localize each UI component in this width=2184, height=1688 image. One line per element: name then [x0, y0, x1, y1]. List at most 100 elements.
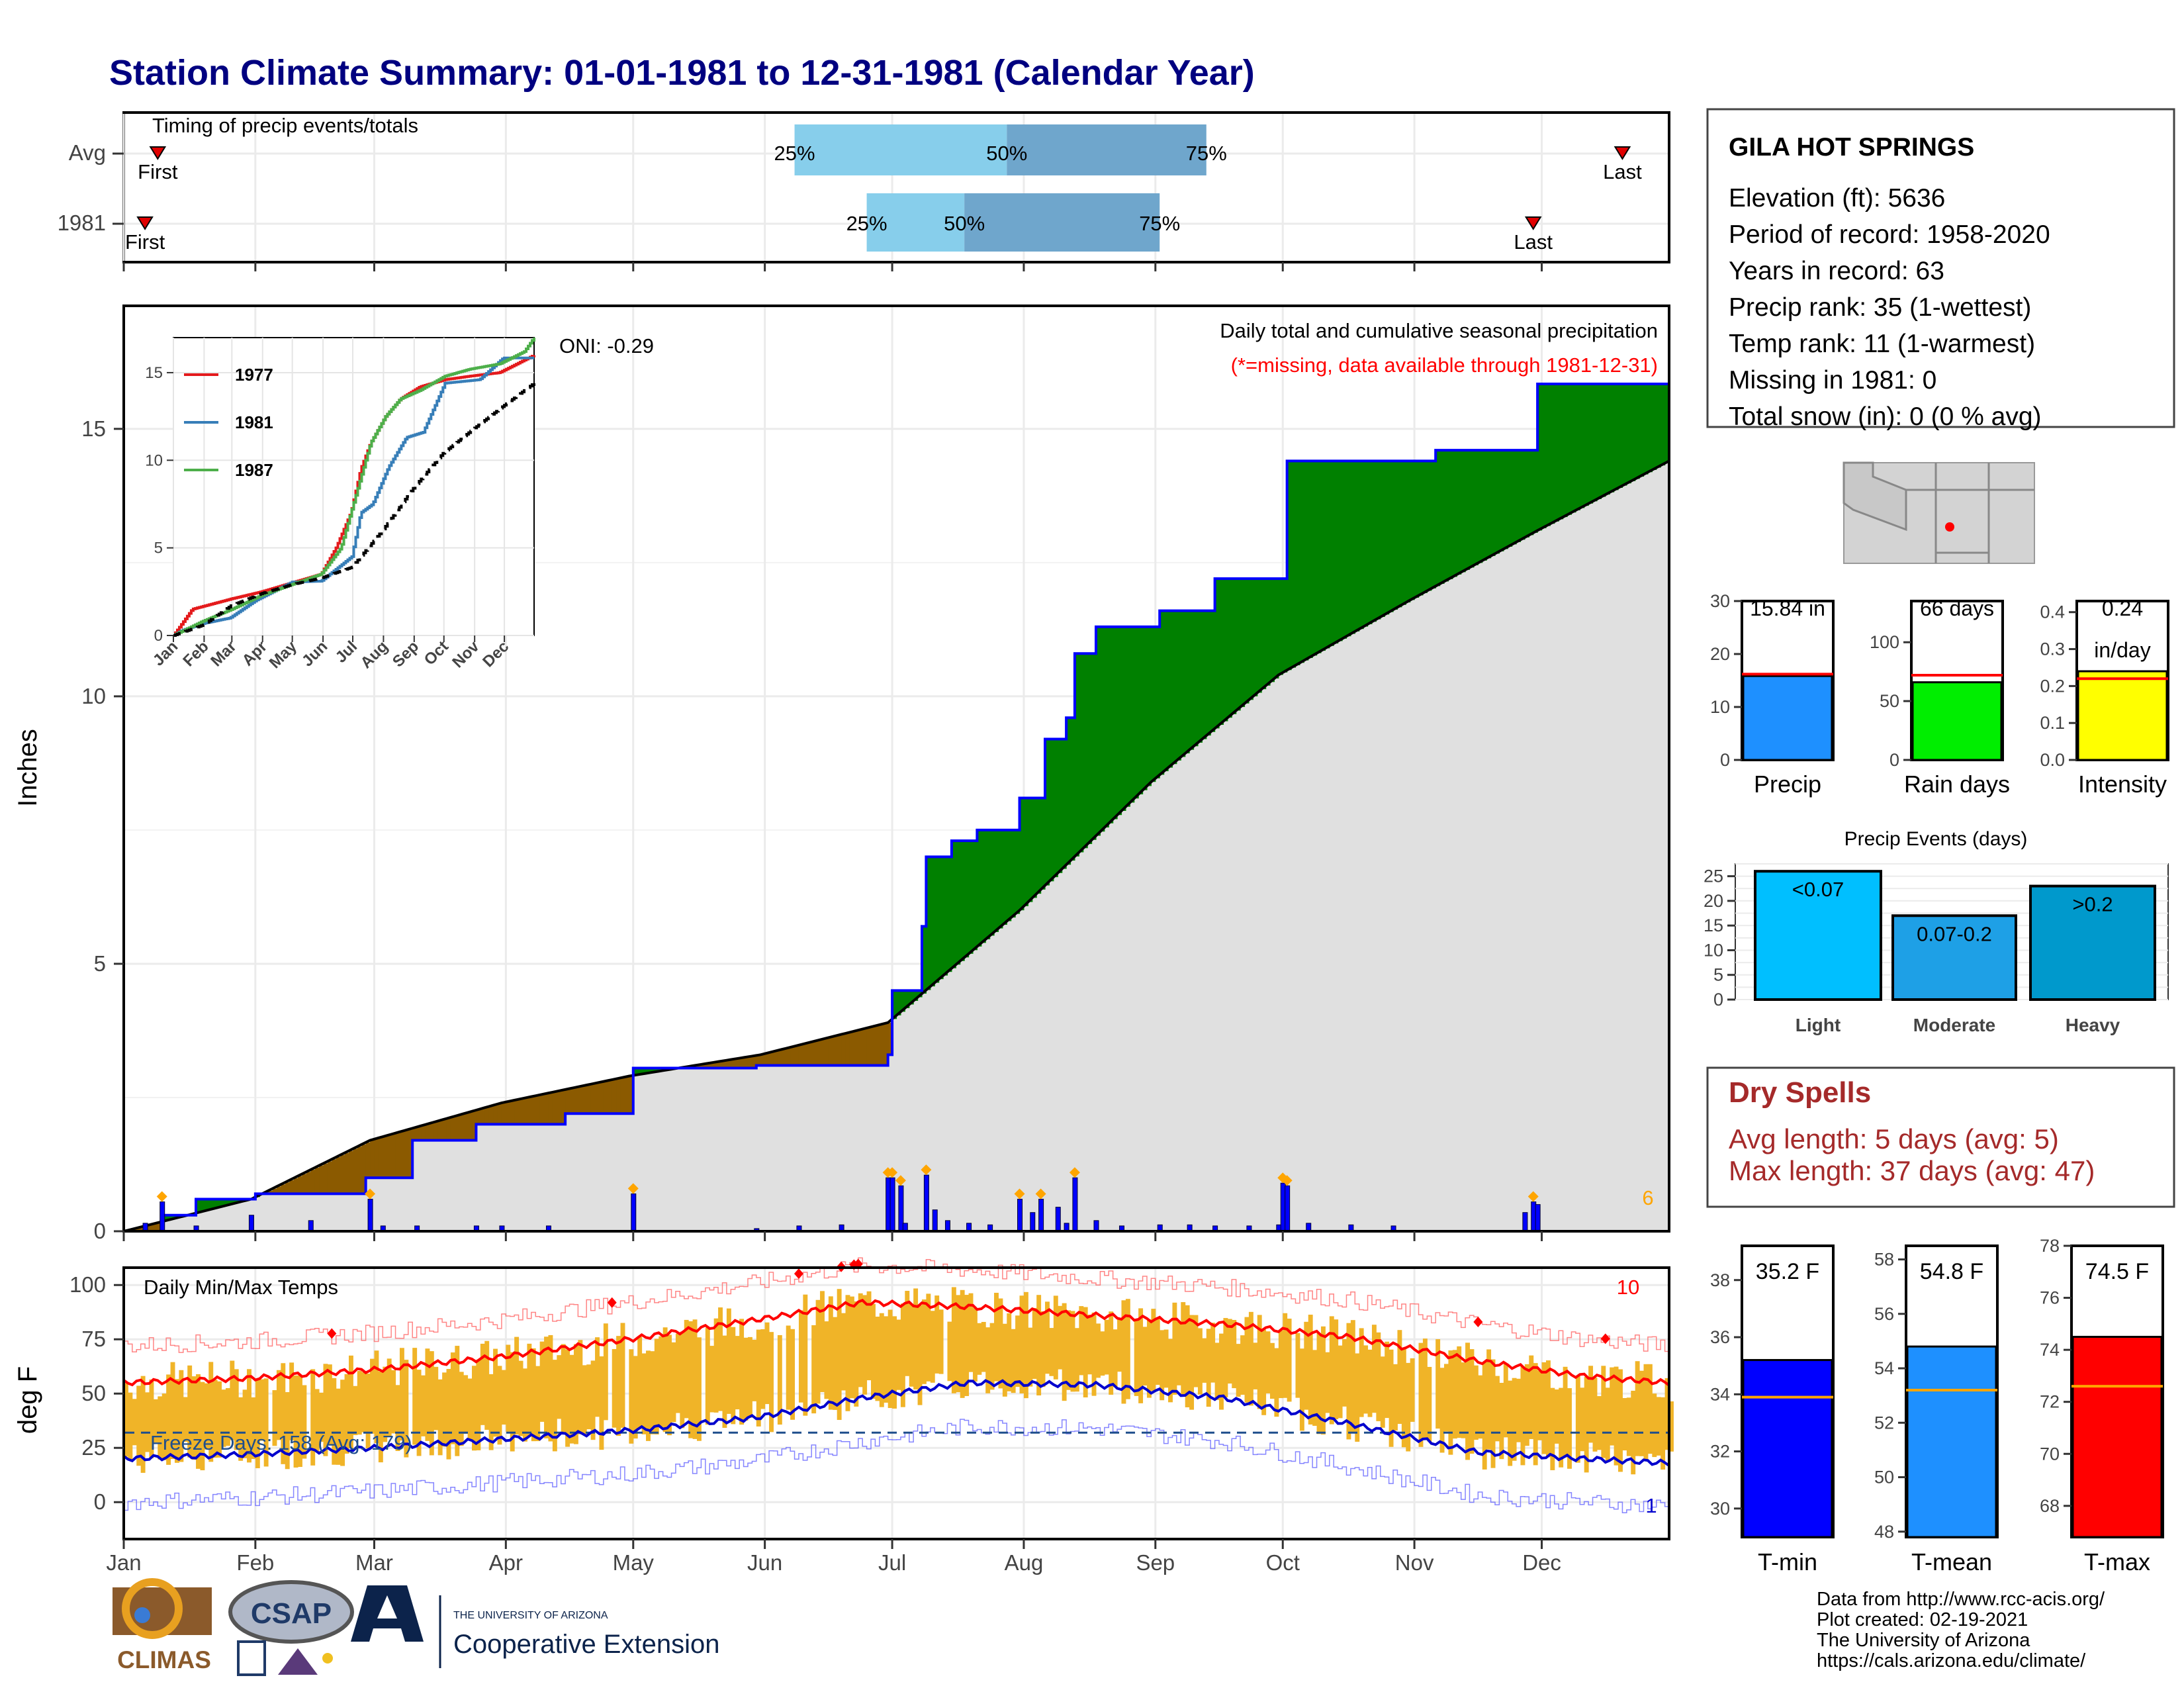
- daily-temp-range-bar: [824, 1321, 829, 1399]
- above-normal-area: [1520, 450, 1525, 540]
- daily-temp-range-bar: [1605, 1387, 1610, 1462]
- above-normal-area: [1338, 461, 1343, 641]
- above-normal-area: [985, 829, 991, 939]
- daily-temp-range-bar: [1355, 1353, 1360, 1442]
- above-normal-area: [1614, 383, 1619, 491]
- daily-temp-range-bar: [1223, 1318, 1228, 1397]
- above-normal-area: [947, 857, 952, 972]
- dry-spells-avg: Avg length: 5 days (avg: 5): [1729, 1123, 2059, 1154]
- events-ytick-label: 5: [1713, 965, 1723, 985]
- daily-temp-range-bar: [828, 1296, 833, 1410]
- daily-precip-bar: [1522, 1212, 1528, 1232]
- temp-summary-ytick-label: 76: [2040, 1288, 2060, 1308]
- daily-temp-range-bar: [361, 1372, 367, 1432]
- below-normal-area: [573, 1088, 578, 1114]
- daily-temp-range-bar: [1100, 1331, 1105, 1376]
- summary-value-unit: in/day: [2094, 638, 2150, 662]
- above-normal-area: [1622, 383, 1627, 486]
- daily-temp-range-bar: [586, 1364, 592, 1430]
- heavy-precip-marker: [1527, 1191, 1539, 1202]
- daily-temp-range-bar: [612, 1348, 617, 1428]
- above-normal-area: [1422, 461, 1428, 593]
- above-normal-area: [1058, 739, 1063, 873]
- below-normal-area: [828, 1037, 833, 1066]
- daily-temp-range-bar: [1270, 1342, 1275, 1399]
- above-normal-area: [1163, 610, 1169, 772]
- daily-temp-range-bar: [917, 1305, 923, 1405]
- record-high-marker: [327, 1328, 337, 1339]
- above-normal-area: [1079, 653, 1084, 853]
- below-normal-area: [701, 1064, 706, 1068]
- daily-temp-range-bar: [1601, 1366, 1606, 1458]
- daily-temp-range-bar: [815, 1299, 821, 1404]
- daily-temp-range-bar: [370, 1358, 375, 1434]
- daily-temp-range-bar: [383, 1366, 388, 1442]
- month-label: Feb: [236, 1550, 274, 1575]
- daily-temp-range-bar: [1448, 1350, 1453, 1455]
- above-normal-area: [1295, 461, 1300, 665]
- ua-big-text: Cooperative Extension: [453, 1630, 719, 1659]
- daily-temp-range-bar: [1610, 1367, 1615, 1446]
- daily-temp-range-bar: [1049, 1328, 1054, 1376]
- daily-temp-range-bar: [884, 1316, 889, 1403]
- daily-temp-range-bar: [1554, 1389, 1559, 1444]
- daily-temp-range-bar: [204, 1383, 209, 1450]
- daily-temp-range-bar: [684, 1319, 689, 1419]
- below-normal-area: [463, 1113, 469, 1141]
- daily-temp-range-bar: [437, 1379, 443, 1456]
- above-normal-area: [930, 857, 935, 987]
- station-info-line: Precip rank: 35 (1-wettest): [1729, 293, 2031, 322]
- above-normal-area: [1359, 461, 1364, 630]
- below-normal-area: [497, 1103, 502, 1125]
- above-normal-area: [1304, 461, 1309, 661]
- daily-temp-range-bar: [1113, 1329, 1118, 1387]
- footer-credit-line: The University of Arizona: [1817, 1630, 2030, 1651]
- cold-days-count: 1: [1645, 1494, 1657, 1517]
- summary-ytick-label: 0: [1889, 750, 1899, 770]
- daily-temp-range-bar: [1669, 1401, 1674, 1452]
- daily-temp-range-bar: [467, 1378, 473, 1440]
- summary-ytick-label: 30: [1710, 591, 1730, 611]
- above-normal-area: [1388, 461, 1394, 612]
- below-normal-area: [408, 1129, 413, 1178]
- daily-precip-bar: [248, 1215, 254, 1232]
- observed-precip-line: [124, 382, 1669, 1233]
- above-normal-area: [1219, 579, 1224, 726]
- footer-credit-line: Plot created: 02-19-2021: [1817, 1609, 2028, 1630]
- daily-temp-range-bar: [251, 1397, 256, 1460]
- daily-temp-range-bar: [1197, 1328, 1203, 1395]
- station-info-line: Elevation (ft): 5636: [1729, 184, 1945, 212]
- daily-temp-range-bar: [662, 1327, 668, 1432]
- below-normal-area: [293, 1178, 298, 1194]
- daily-precip-bar: [923, 1174, 929, 1232]
- temp-ytick-label: 100: [69, 1272, 106, 1297]
- daily-temp-range-bar: [221, 1389, 226, 1447]
- daily-temp-range-bar: [1032, 1307, 1037, 1380]
- below-normal-area: [323, 1163, 328, 1194]
- daily-temp-range-bar: [412, 1348, 418, 1445]
- daily-temp-range-bar: [124, 1383, 128, 1457]
- month-label: Jul: [878, 1550, 906, 1575]
- above-normal-area: [1367, 461, 1373, 624]
- above-normal-area: [1223, 579, 1228, 722]
- daily-temp-range-bar: [314, 1389, 320, 1452]
- daily-precip-bar: [1072, 1177, 1078, 1232]
- above-normal-area: [1100, 626, 1105, 832]
- daily-temp-range-bar: [1062, 1303, 1067, 1401]
- above-normal-area: [208, 1199, 214, 1210]
- below-normal-area: [472, 1111, 477, 1141]
- daily-temp-range-bar: [1219, 1333, 1224, 1410]
- daily-temp-range-bar: [552, 1360, 557, 1452]
- above-normal-area: [1227, 579, 1232, 718]
- daily-temp-range-bar: [1652, 1393, 1657, 1458]
- daily-temp-range-bar: [1155, 1317, 1160, 1385]
- below-normal-area: [365, 1142, 371, 1178]
- dry-spells-title: Dry Spells: [1729, 1076, 1871, 1109]
- daily-temp-range-bar: [1512, 1378, 1517, 1461]
- above-normal-area: [1512, 450, 1517, 545]
- temp-summary-label: T-min: [1758, 1548, 1817, 1575]
- daily-temp-range-bar: [255, 1380, 260, 1468]
- summary-ytick-label: 0.4: [2040, 602, 2065, 622]
- above-normal-area: [1202, 610, 1207, 739]
- daily-temp-range-bar: [1045, 1301, 1050, 1374]
